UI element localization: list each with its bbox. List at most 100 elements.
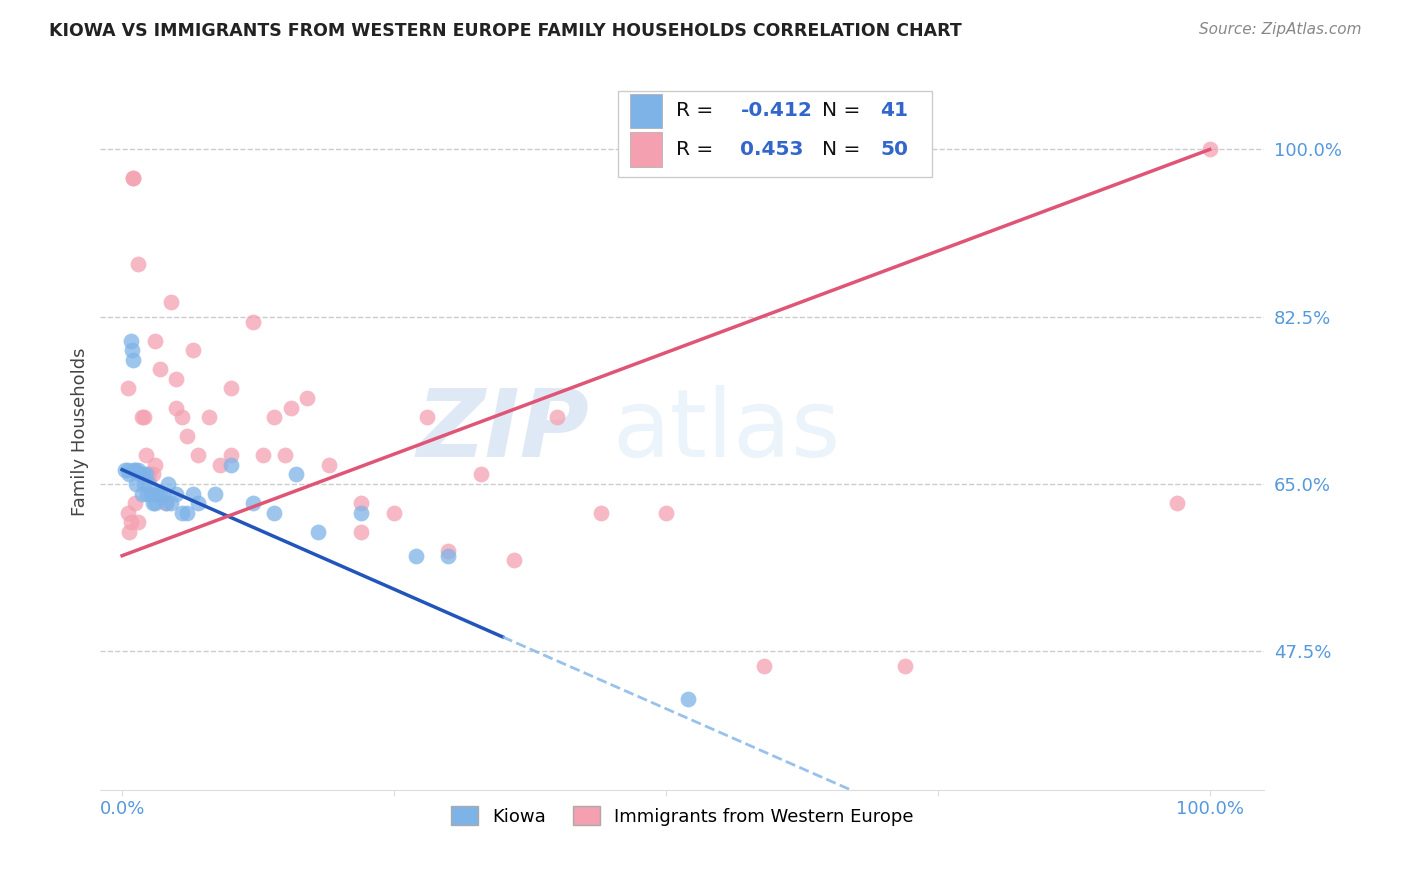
Point (135, 467, 157, 482)
Point (132, 477, 155, 491)
Point (1166, 496, 1188, 510)
Point (124, 463, 146, 477)
Point (117, 506, 139, 520)
Point (176, 429, 198, 443)
Point (502, 553, 524, 567)
Point (242, 314, 264, 328)
Text: R =: R = (676, 140, 720, 159)
FancyBboxPatch shape (619, 91, 932, 177)
Point (122, 171, 145, 186)
Point (263, 410, 285, 425)
Text: atlas: atlas (613, 385, 841, 477)
Point (117, 381, 139, 395)
Point (437, 549, 460, 563)
Point (127, 463, 149, 477)
Point (176, 506, 198, 520)
Point (350, 496, 373, 510)
Point (280, 401, 302, 415)
Point (166, 372, 188, 386)
Point (131, 410, 153, 425)
Point (208, 458, 231, 472)
Point (155, 496, 177, 510)
Point (149, 486, 172, 500)
Point (156, 477, 179, 491)
Legend: Kiowa, Immigrants from Western Europe: Kiowa, Immigrants from Western Europe (441, 797, 922, 835)
Point (132, 467, 155, 482)
Point (181, 486, 204, 500)
Point (470, 467, 492, 482)
Point (120, 515, 142, 529)
Point (155, 496, 177, 510)
Point (136, 486, 159, 500)
Point (142, 496, 165, 510)
Point (350, 506, 373, 520)
Point (405, 549, 427, 563)
Point (114, 463, 136, 477)
Point (655, 506, 678, 520)
Point (120, 334, 142, 348)
Text: 0.453: 0.453 (741, 140, 804, 159)
Point (350, 524, 373, 539)
Point (242, 496, 264, 510)
Point (127, 515, 149, 529)
Point (122, 352, 145, 367)
Text: Source: ZipAtlas.com: Source: ZipAtlas.com (1198, 22, 1361, 37)
Point (219, 448, 242, 462)
Point (1198, 143, 1220, 157)
Point (121, 343, 143, 358)
Point (124, 496, 146, 510)
Point (295, 391, 318, 405)
Point (141, 486, 163, 500)
Point (166, 486, 188, 500)
Text: 41: 41 (880, 102, 908, 120)
Point (117, 467, 139, 482)
Point (181, 343, 204, 358)
Point (318, 458, 340, 472)
Point (187, 448, 209, 462)
Point (125, 477, 148, 491)
Point (152, 486, 174, 500)
Point (219, 458, 242, 472)
Point (138, 477, 160, 491)
Point (589, 506, 612, 520)
Point (160, 295, 183, 310)
Point (187, 496, 209, 510)
Point (166, 401, 188, 415)
Point (894, 658, 917, 673)
Point (198, 410, 221, 425)
Point (143, 496, 166, 510)
Text: -0.412: -0.412 (741, 102, 813, 120)
Point (122, 171, 145, 186)
Point (138, 467, 160, 482)
Point (128, 467, 150, 482)
Point (219, 381, 242, 395)
Point (382, 506, 405, 520)
Point (117, 463, 139, 477)
Text: KIOWA VS IMMIGRANTS FROM WESTERN EUROPE FAMILY HOUSEHOLDS CORRELATION CHART: KIOWA VS IMMIGRANTS FROM WESTERN EUROPE … (49, 22, 962, 40)
Text: N =: N = (823, 140, 866, 159)
Point (415, 410, 437, 425)
Point (204, 486, 226, 500)
Point (307, 524, 329, 539)
Point (676, 692, 699, 706)
Point (252, 448, 274, 462)
Point (149, 362, 172, 376)
Text: N =: N = (823, 102, 866, 120)
Point (131, 486, 153, 500)
Point (752, 658, 775, 673)
Point (143, 458, 166, 472)
Point (274, 448, 297, 462)
Point (170, 506, 193, 520)
Point (170, 410, 193, 425)
Y-axis label: Family Households: Family Households (72, 347, 89, 516)
Text: 50: 50 (880, 140, 908, 159)
Point (146, 486, 169, 500)
Point (117, 524, 139, 539)
Point (285, 467, 308, 482)
Point (142, 467, 165, 482)
Text: ZIP: ZIP (416, 385, 589, 477)
Point (127, 257, 149, 271)
FancyBboxPatch shape (630, 133, 662, 167)
Point (122, 463, 145, 477)
Point (437, 544, 460, 558)
